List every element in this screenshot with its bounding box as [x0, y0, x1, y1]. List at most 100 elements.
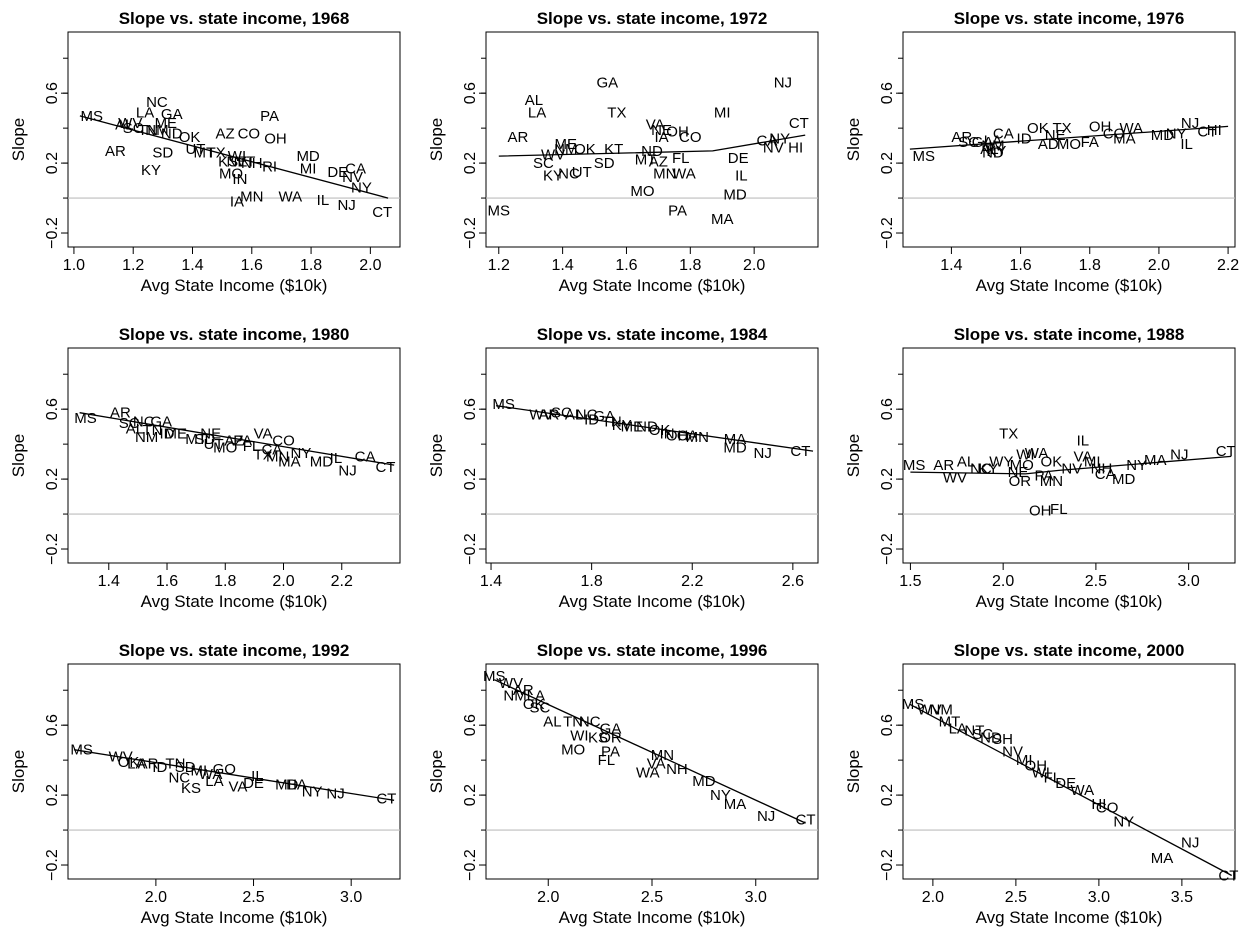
x-tick-label: 1.8 [581, 573, 603, 590]
state-point-label: MT [635, 152, 657, 169]
scatter-svg: Slope vs. state income, 1968 −0.2 0.2 0.6 1.… [9, 9, 401, 295]
x-tick-label: 1.4 [551, 257, 573, 274]
state-point-label: FL [1050, 501, 1068, 518]
y-tick-label: 0.2 [879, 784, 896, 806]
plot-frame [902, 31, 1236, 248]
state-point-label: MN [686, 429, 709, 446]
state-point-label: CA [757, 132, 778, 149]
state-point-label: MA [724, 431, 747, 448]
state-point-label: NM [145, 122, 168, 139]
y-tick-label: 0.2 [44, 468, 61, 490]
state-point-label: WA [1025, 445, 1049, 462]
state-point-label: AR [933, 457, 954, 474]
state-point-label: MO [1010, 457, 1034, 474]
state-point-label: ND [980, 729, 1002, 746]
state-point-label: NT [964, 722, 984, 739]
state-point-label: AL [980, 141, 998, 158]
state-point-label: HI [1207, 122, 1222, 139]
state-point-label: MO [1057, 136, 1081, 153]
state-point-label: MA [1113, 131, 1136, 148]
state-point-label: MS [492, 396, 515, 413]
state-point-label: CA [345, 160, 366, 177]
state-point-label: CO [272, 433, 295, 450]
x-tick-label: 1.6 [615, 257, 637, 274]
x-tick-label: 3.0 [340, 889, 362, 906]
state-point-label: WV [917, 701, 941, 718]
x-tick-label: 2.0 [145, 889, 167, 906]
state-point-label: ND [636, 419, 658, 436]
state-point-label: GA [972, 134, 994, 151]
state-point-label: TN [138, 122, 158, 139]
x-tick-label: 2.0 [992, 573, 1014, 590]
y-tick-label: 0.6 [462, 398, 479, 420]
state-point-label: TX [207, 145, 226, 162]
state-point-label: VT [236, 153, 255, 170]
state-point-label: NY [302, 784, 323, 801]
x-tick-label: 2.5 [242, 889, 264, 906]
state-point-label: PA [260, 108, 279, 125]
state-point-label: NJ [1170, 447, 1188, 464]
state-point-label: MS [902, 696, 925, 713]
scatter-svg: Slope vs. state income, 1988 −0.2 0.2 0.6 1.… [844, 325, 1236, 611]
state-point-label: MN [240, 188, 263, 205]
state-point-label: AL [525, 92, 543, 109]
state-point-label: ME [165, 426, 188, 443]
scatter-panel: Slope vs. state income, 1976 −0.2 0.2 0.6 1.… [835, 0, 1251, 305]
state-point-label: AR [110, 405, 131, 422]
state-point-label: FL [598, 752, 616, 769]
chart-title: Slope vs. state income, 1980 [119, 325, 350, 344]
y-tick-label: 0.2 [462, 468, 479, 490]
state-point-label: MT [185, 431, 207, 448]
state-point-label: GA [593, 408, 615, 425]
state-point-label: ND [641, 143, 663, 160]
state-point-label: MD [310, 454, 333, 471]
state-point-label: WV [118, 115, 142, 132]
state-point-label: NM [135, 429, 158, 446]
state-point-label: AR [105, 143, 126, 160]
state-point-label: SD [175, 759, 196, 776]
y-tick-label: −0.2 [879, 849, 896, 881]
x-tick-label: 2.0 [1148, 257, 1170, 274]
state-point-label: AR [513, 682, 534, 699]
x-tick-label: 1.8 [300, 257, 322, 274]
state-point-label: AZ [224, 433, 243, 450]
state-point-label: IL [251, 768, 264, 785]
scatter-svg: Slope vs. state income, 1980 −0.2 0.2 0.6 1.… [9, 325, 401, 611]
x-tick-label: 2.2 [1217, 257, 1239, 274]
state-point-label: ME [621, 419, 644, 436]
state-point-label: NC [576, 406, 598, 423]
x-axis-label: Avg State Income ($10k) [141, 908, 328, 927]
y-tick-label: −0.2 [44, 217, 61, 249]
state-point-label: NY [1113, 813, 1134, 830]
state-point-label: GA [600, 721, 622, 738]
state-point-label: NY [1126, 457, 1147, 474]
state-point-label: WA [199, 766, 223, 783]
state-point-label: NY [1166, 125, 1187, 142]
x-axis-label: Avg State Income ($10k) [559, 592, 746, 611]
state-point-label: VA [1073, 448, 1092, 465]
state-point-label: OK [523, 696, 545, 713]
state-point-label: AD [1038, 136, 1059, 153]
state-point-label: ME [555, 136, 578, 153]
state-point-label: MO [561, 742, 585, 759]
scatter-svg: Slope vs. state income, 2000 −0.2 0.2 0.6 2.… [844, 641, 1238, 927]
state-point-label: FA [1081, 134, 1099, 151]
state-point-label: NV [763, 139, 784, 156]
state-point-label: IL [735, 167, 748, 184]
x-axis-label: Avg State Income ($10k) [141, 592, 328, 611]
y-axis-label: Slope [9, 434, 28, 477]
state-point-label: WV [541, 146, 565, 163]
state-point-label: WA [672, 166, 696, 183]
state-point-label: SC [123, 120, 144, 137]
state-point-label: PA [601, 743, 620, 760]
state-point-label: MN [266, 448, 289, 465]
state-point-label: OH [666, 427, 689, 444]
state-point-label: MA [1144, 452, 1167, 469]
state-point-label: ND [161, 125, 183, 142]
state-point-label: MI [714, 104, 731, 121]
y-axis-label: Slope [9, 750, 28, 793]
state-point-label: NC [970, 461, 992, 478]
state-point-label: LA [136, 104, 154, 121]
state-point-label: SC [551, 405, 572, 422]
state-point-label: CT [1218, 868, 1238, 885]
